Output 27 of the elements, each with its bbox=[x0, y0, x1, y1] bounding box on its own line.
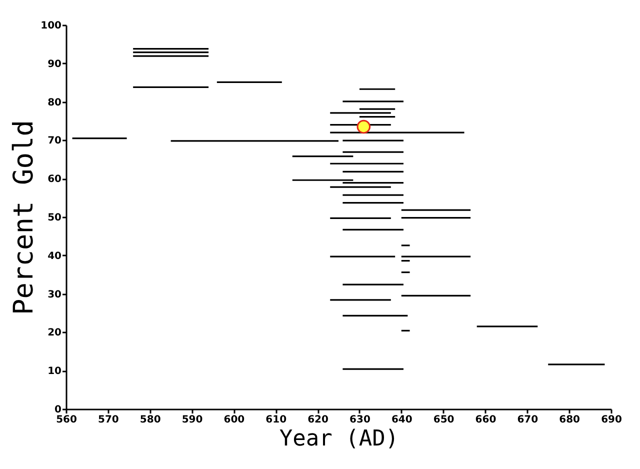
x-tick-label: 600 bbox=[224, 414, 245, 426]
x-tick-label: 580 bbox=[140, 414, 161, 426]
y-axis-title: Percent Gold bbox=[8, 120, 40, 316]
y-tick-label: 50 bbox=[48, 212, 62, 224]
y-tick-label: 10 bbox=[48, 366, 62, 378]
x-tick-label: 630 bbox=[350, 414, 370, 426]
y-tick-label: 60 bbox=[48, 174, 62, 186]
y-tick-label: 70 bbox=[48, 136, 62, 147]
x-tick-label: 640 bbox=[391, 414, 412, 426]
y-tick-label: 40 bbox=[48, 250, 62, 262]
x-tick-label: 570 bbox=[98, 414, 119, 426]
x-tick-label: 650 bbox=[433, 414, 454, 426]
y-tick-label: 0 bbox=[54, 404, 62, 416]
y-tick-label: 20 bbox=[48, 328, 62, 339]
x-tick-label: 620 bbox=[308, 414, 329, 426]
x-tick-label: 680 bbox=[559, 414, 580, 426]
y-tick-label: 80 bbox=[48, 97, 62, 108]
x-tick-label: 610 bbox=[266, 414, 287, 426]
x-axis-title: Year (AD) bbox=[279, 426, 399, 452]
x-tick-label: 690 bbox=[601, 414, 622, 426]
x-tick-label: 670 bbox=[517, 414, 538, 426]
x-tick-label: 660 bbox=[475, 414, 496, 426]
y-tick-label: 100 bbox=[40, 20, 62, 32]
y-tick-label: 90 bbox=[48, 58, 62, 70]
x-tick-label: 560 bbox=[56, 414, 77, 426]
x-tick-label: 590 bbox=[182, 414, 203, 426]
y-tick-label: 30 bbox=[48, 289, 62, 300]
